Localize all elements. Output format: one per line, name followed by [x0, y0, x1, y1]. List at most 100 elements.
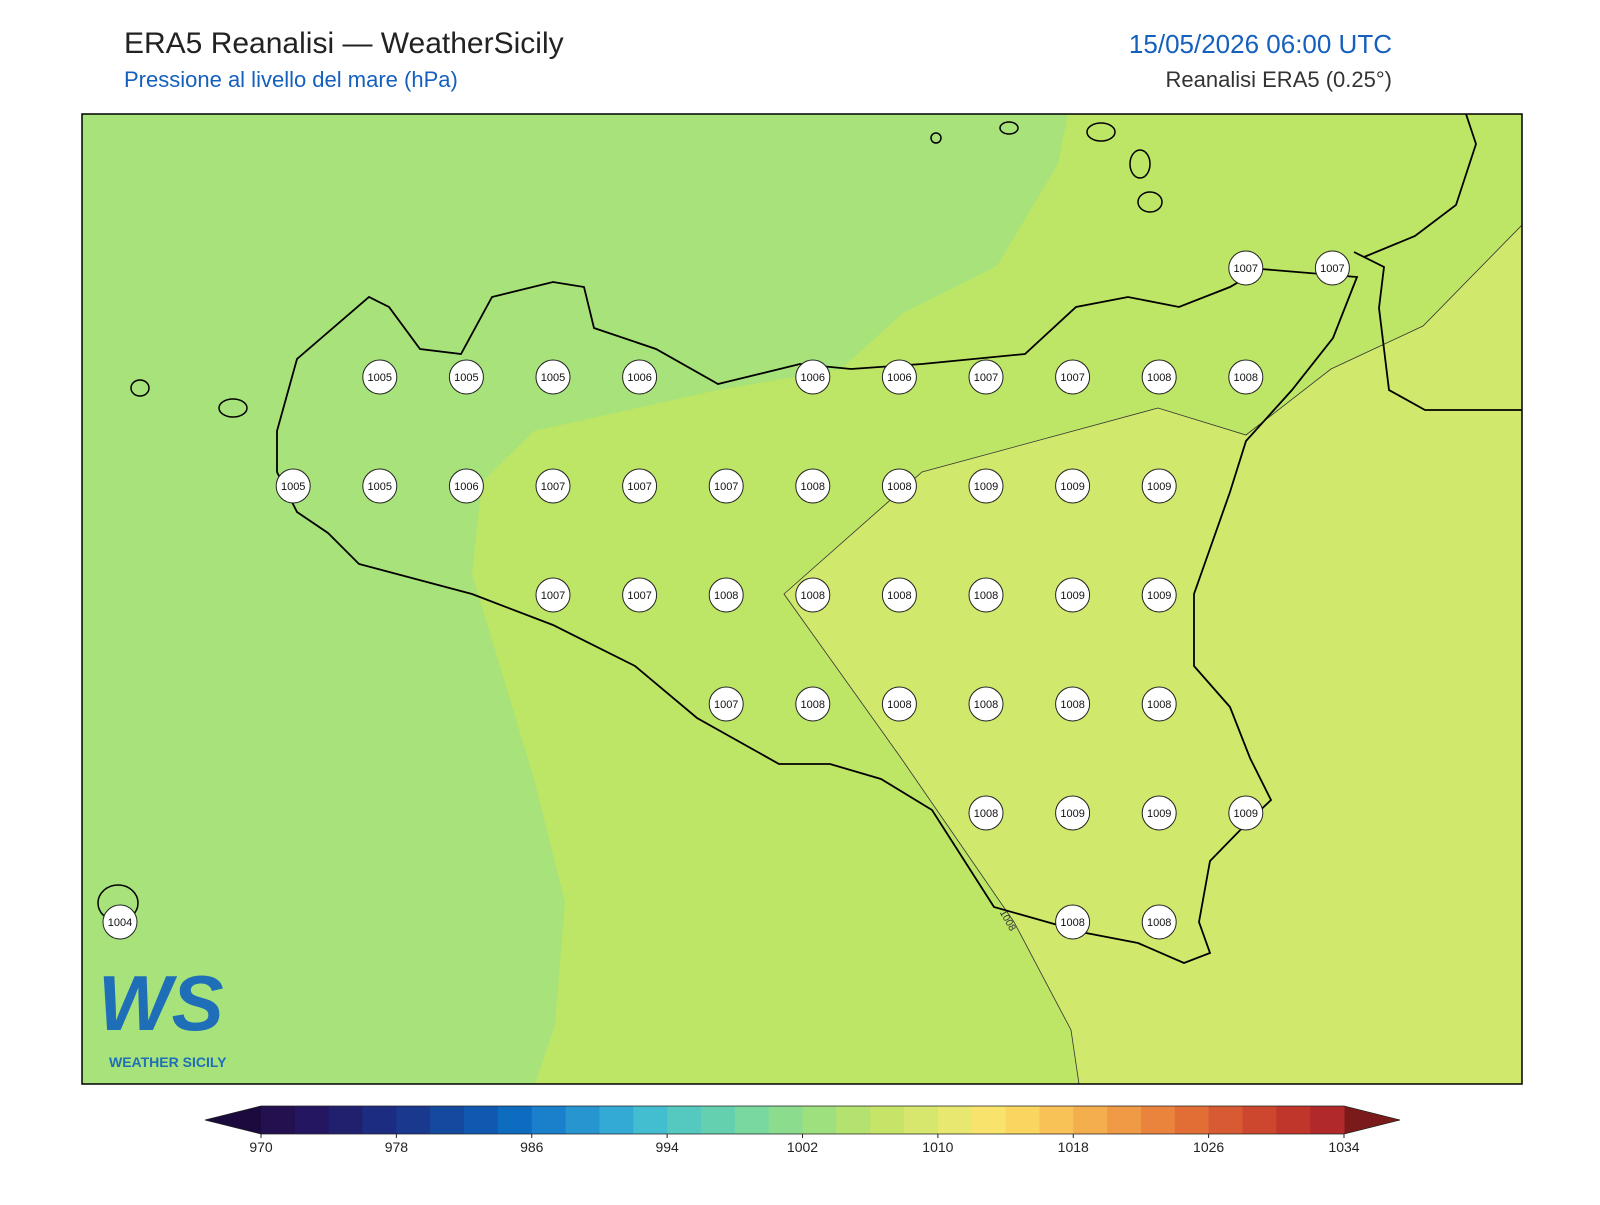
label-circle	[1055, 359, 1091, 395]
label-circle	[535, 468, 571, 504]
colorbar-tick-label: 1018	[1058, 1139, 1089, 1155]
label-circle	[881, 686, 917, 722]
label-circle	[1228, 250, 1264, 286]
label-circle	[1141, 686, 1177, 722]
colorbar-bin	[1039, 1106, 1074, 1134]
pressure-label: 1007	[1060, 372, 1084, 384]
pressure-label: 1008	[887, 699, 911, 711]
colorbar-tick-label: 978	[385, 1139, 409, 1155]
field-low	[82, 114, 1068, 1084]
label-circle	[622, 577, 658, 613]
colorbar-bin	[565, 1106, 600, 1134]
label-circle	[968, 577, 1004, 613]
colorbar-tick-label: 1034	[1328, 1139, 1359, 1155]
pressure-label: 1009	[1147, 481, 1171, 493]
colorbar-bin	[667, 1106, 702, 1134]
logo-name: WEATHER SICILY	[109, 1054, 227, 1070]
colorbar-bin	[261, 1106, 296, 1134]
colorbar-tick-label: 1026	[1193, 1139, 1224, 1155]
label-circle	[881, 577, 917, 613]
island	[999, 121, 1019, 135]
pressure-label: 1007	[1234, 263, 1258, 275]
label-circle	[795, 359, 831, 395]
pressure-label: 1008	[714, 590, 738, 602]
pressure-label: 1008	[801, 699, 825, 711]
pressure-label: 1008	[974, 808, 998, 820]
colorbar-bin	[768, 1106, 803, 1134]
colorbar-bin	[870, 1106, 905, 1134]
label-circle	[535, 359, 571, 395]
subtitle: Pressione al livello del mare (hPa)	[124, 67, 458, 92]
pressure-label: 1008	[801, 481, 825, 493]
label-circle	[1228, 359, 1264, 395]
label-circle	[795, 468, 831, 504]
pressure-label: 1008	[1147, 699, 1171, 711]
pressure-labels: 1007 1007 1005 1005 1005 1006 1006 1006 1007 1007…	[102, 250, 1350, 940]
pressure-label: 1005	[541, 372, 565, 384]
label-circle	[1141, 904, 1177, 940]
label-circle	[881, 359, 917, 395]
colorbar-under	[205, 1106, 261, 1134]
colorbar-bin	[904, 1106, 939, 1134]
pressure-label: 1007	[1320, 263, 1344, 275]
colorbar-bin	[1140, 1106, 1176, 1134]
pressure-label: 1009	[1060, 808, 1084, 820]
colorbar-tick-label: 1002	[787, 1139, 818, 1155]
label-circle	[1055, 795, 1091, 831]
pressure-label: 1007	[627, 590, 651, 602]
pressure-label: 1006	[887, 372, 911, 384]
label-circle	[1055, 577, 1091, 613]
island	[130, 379, 150, 397]
island	[930, 132, 942, 144]
label-circle	[795, 686, 831, 722]
pressure-label: 1009	[1060, 481, 1084, 493]
pressure-label: 1008	[974, 590, 998, 602]
island	[1086, 122, 1116, 142]
source: Reanalisi ERA5 (0.25°)	[1166, 67, 1392, 92]
pressure-label: 1009	[1147, 808, 1171, 820]
label-circle	[622, 468, 658, 504]
colorbar-bin	[1208, 1106, 1243, 1134]
colorbar-over	[1344, 1106, 1400, 1134]
label-circle	[535, 577, 571, 613]
datetime: 15/05/2026 06:00 UTC	[1129, 29, 1392, 59]
colorbar-bin	[1107, 1106, 1142, 1134]
colorbar-bin	[294, 1106, 330, 1134]
pressure-label: 1009	[1234, 808, 1258, 820]
pressure-label: 1008	[887, 481, 911, 493]
colorbar: 970 978 986 994 1002 1010 1018 1026 1034	[204, 1105, 1401, 1155]
colorbar-bin	[802, 1106, 837, 1134]
label-circle	[1141, 468, 1177, 504]
label-circle	[708, 686, 744, 722]
coastline	[276, 268, 1359, 964]
colorbar-bin	[1073, 1106, 1108, 1134]
label-circle	[1314, 250, 1350, 286]
pressure-label: 1007	[714, 481, 738, 493]
pressure-label: 1008	[1147, 917, 1171, 929]
colorbar-bin	[430, 1106, 465, 1134]
label-circle	[708, 577, 744, 613]
label-circle	[1141, 795, 1177, 831]
colorbar-bin	[1242, 1106, 1277, 1134]
pressure-label: 1008	[974, 699, 998, 711]
label-circle	[275, 468, 311, 504]
label-circle	[1228, 795, 1264, 831]
label-circle	[1141, 359, 1177, 395]
pressure-label: 1007	[974, 372, 998, 384]
pressure-label: 1008	[887, 590, 911, 602]
pressure-label: 1008	[1060, 917, 1084, 929]
colorbar-bin	[328, 1106, 364, 1134]
logo-mark: WS	[98, 959, 224, 1047]
contour-line	[783, 224, 1522, 1084]
label-circle	[362, 468, 398, 504]
colorbar-bin	[396, 1106, 431, 1134]
pressure-label: 1009	[974, 481, 998, 493]
pressure-label: 1008	[1234, 372, 1258, 384]
island	[218, 398, 248, 418]
colorbar-tick-label: 1010	[922, 1139, 953, 1155]
pressure-label: 1008	[801, 590, 825, 602]
pressure-label: 1007	[627, 481, 651, 493]
label-circle	[968, 686, 1004, 722]
